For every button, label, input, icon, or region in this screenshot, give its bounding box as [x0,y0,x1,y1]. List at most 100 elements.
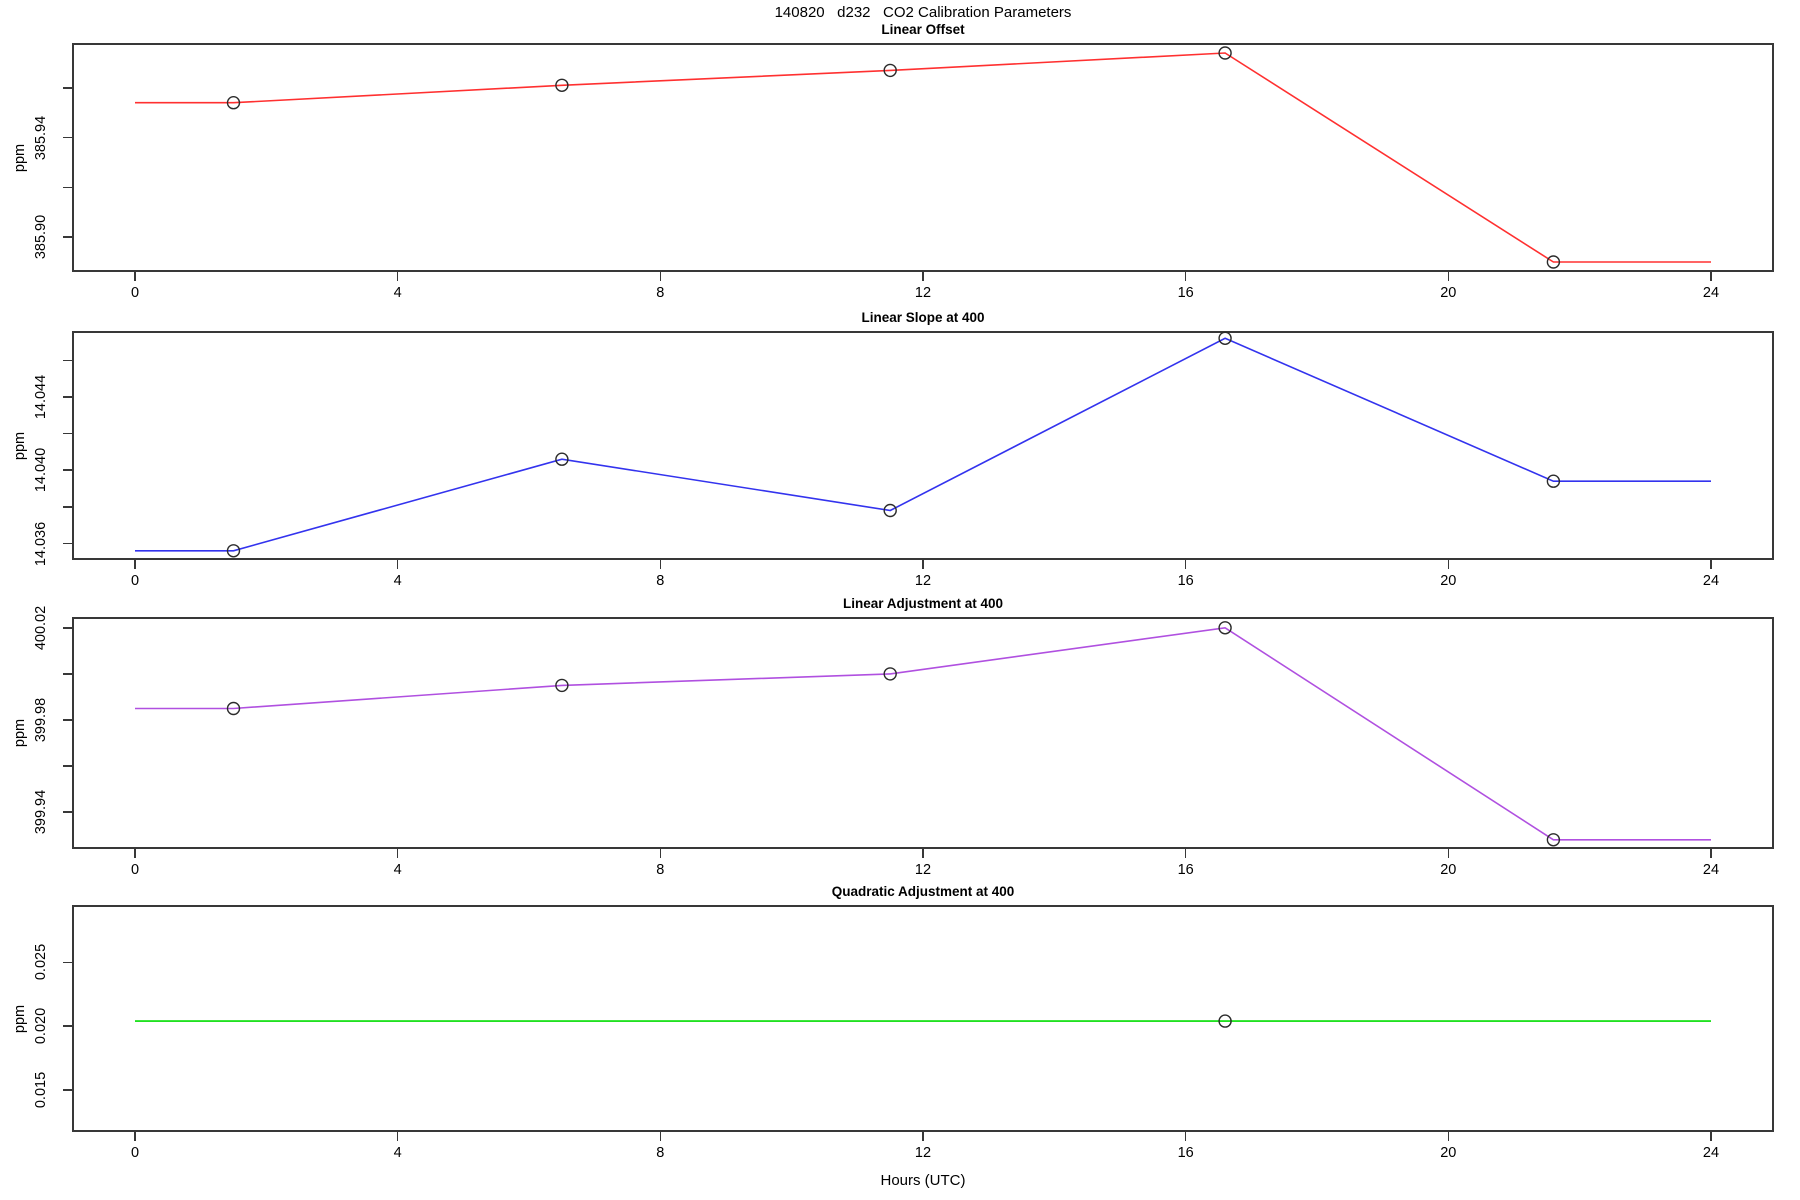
x-tick-label: 20 [1440,862,1457,878]
x-tick-label: 0 [130,573,140,589]
y-tick [63,542,72,545]
data-point-marker [1218,331,1232,346]
y-tick [63,1089,72,1091]
x-tick [1447,272,1450,281]
x-tick [659,1132,662,1141]
x-tick [1447,560,1450,569]
x-tick [396,560,399,569]
y-tick [63,961,72,964]
x-tick-label: 24 [1702,573,1720,589]
y-tick [63,719,72,721]
y-tick [63,627,72,629]
data-point-marker [1218,1014,1232,1028]
data-point-marker [1546,474,1561,488]
x-tick [1447,849,1450,858]
x-tick [134,1132,136,1141]
y-tick-label: 400.02 [33,605,49,651]
data-point-marker [883,503,897,518]
y-tick [63,811,72,813]
x-tick-label: 24 [1702,862,1720,878]
x-tick-label: 4 [393,1145,402,1161]
x-tick-label: 4 [393,862,402,878]
panel-title-1: Linear Offset [881,22,965,37]
x-tick [396,1132,399,1141]
x-tick [134,849,136,858]
data-point-marker [1546,833,1561,847]
x-tick [1447,1132,1450,1141]
x-tick [922,1132,924,1141]
y-axis-label: ppm [12,718,28,748]
y-tick-label: 14.040 [33,448,49,493]
x-tick [1710,272,1712,281]
x-tick-label: 20 [1440,1145,1457,1161]
x-tick-label: 8 [656,573,665,589]
panel-title-4: Quadratic Adjustment at 400 [831,884,1015,899]
x-tick-label: 16 [1177,285,1194,301]
x-tick-label: 20 [1440,573,1457,589]
y-tick-label: 14.036 [33,521,49,566]
y-tick [63,673,72,675]
panel-title-2: Linear Slope at 400 [861,310,985,325]
y-tick [63,765,72,767]
x-tick [1184,272,1187,281]
x-tick [1710,849,1712,858]
x-tick-label: 12 [914,1145,932,1161]
figure-title: 140820 d232 CO2 Calibration Parameters [774,4,1072,21]
x-tick [1184,560,1187,569]
x-tick-label: 8 [656,285,665,301]
y-tick [63,236,72,238]
x-tick-label: 0 [130,1145,140,1161]
data-point-marker [555,678,569,693]
x-tick-label: 4 [393,285,402,301]
y-tick [63,1025,72,1027]
x-tick-label: 0 [130,285,140,301]
x-tick [396,849,399,858]
x-axis-title: Hours (UTC) [880,1172,966,1189]
x-tick [659,560,662,569]
x-tick-label: 16 [1177,573,1194,589]
x-tick-label: 12 [914,573,932,589]
y-tick [63,506,72,508]
panel-title-3: Linear Adjustment at 400 [842,596,1004,611]
x-tick-label: 8 [656,1145,665,1161]
y-tick [63,396,72,398]
panel-plot-3 [72,617,1774,849]
y-tick-label: 399.98 [33,697,49,743]
data-point-marker [226,701,241,716]
data-point-marker [1218,46,1232,60]
series-line [135,626,1711,841]
y-tick-label: 0.020 [33,1007,49,1045]
series-line [135,52,1711,263]
x-tick-label: 16 [1177,862,1194,878]
data-point-marker [1546,255,1561,269]
x-tick-label: 24 [1702,285,1720,301]
x-tick [922,272,924,281]
x-tick-label: 8 [656,862,665,878]
x-tick-label: 12 [914,862,932,878]
y-axis-label: ppm [12,1004,28,1033]
y-tick [63,469,72,471]
x-tick-label: 20 [1440,285,1457,301]
x-tick [922,560,924,569]
data-point-marker [555,452,569,466]
y-tick [63,359,72,362]
x-tick [1710,560,1712,569]
x-tick-label: 24 [1702,1145,1720,1161]
x-tick-label: 4 [393,573,402,589]
y-tick-label: 0.025 [33,944,49,981]
x-tick-label: 12 [914,285,932,301]
x-tick [134,560,136,569]
y-tick-label: 385.90 [33,214,49,260]
series-line [135,337,1711,552]
x-tick [134,272,136,281]
y-tick [63,432,72,435]
x-tick [396,272,399,281]
x-tick [659,849,662,858]
y-tick-label: 14.044 [33,374,49,420]
y-tick-label: 0.015 [33,1071,49,1109]
y-tick [63,136,72,139]
panel-plot-1 [72,43,1774,272]
x-tick [659,272,662,281]
data-point-marker [226,96,241,110]
